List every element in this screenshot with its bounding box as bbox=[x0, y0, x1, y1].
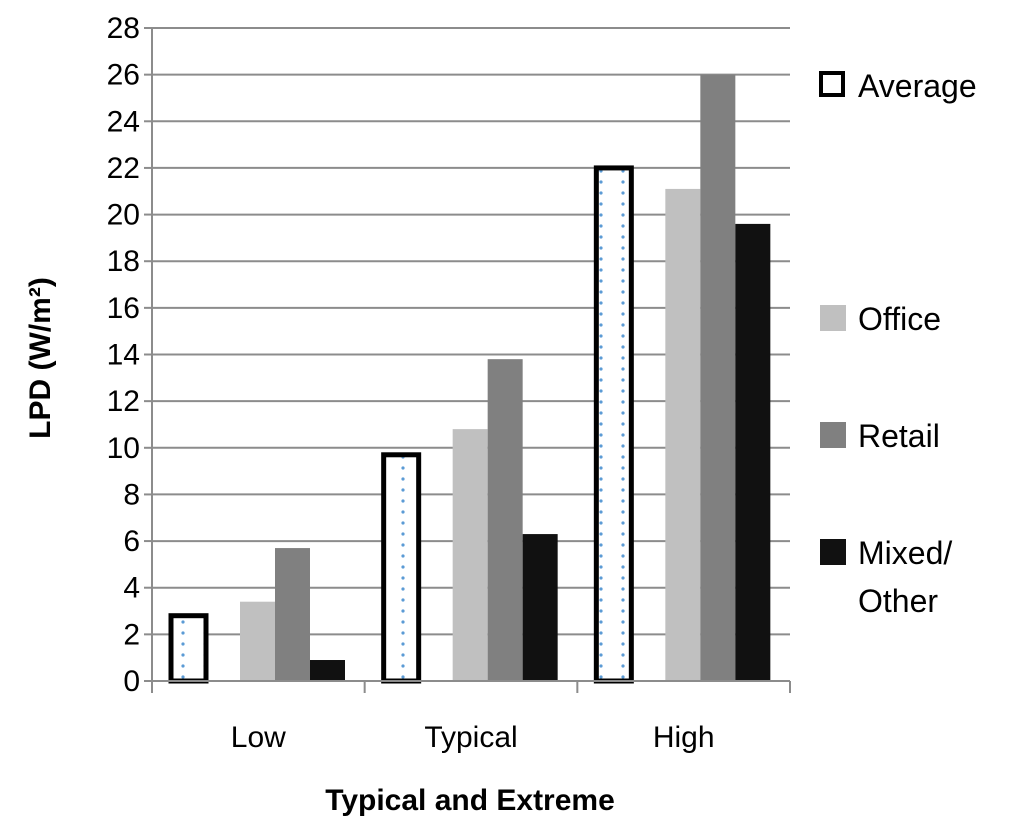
legend-swatch bbox=[820, 539, 846, 565]
y-tick-label: 20 bbox=[107, 199, 140, 232]
y-tick-label: 28 bbox=[107, 12, 140, 45]
legend-swatch-average bbox=[819, 71, 845, 97]
y-tick-label: 26 bbox=[107, 59, 140, 92]
bar-office bbox=[240, 601, 275, 681]
bar-mixed-other bbox=[522, 534, 558, 681]
y-tick-label: 10 bbox=[107, 432, 140, 465]
y-tick-label: 18 bbox=[107, 245, 140, 278]
bar-retail bbox=[700, 74, 736, 681]
x-tick-label: High bbox=[653, 721, 715, 754]
x-tick-label: Typical bbox=[424, 721, 517, 754]
y-tick-label: 6 bbox=[123, 525, 140, 558]
y-tick-label: 14 bbox=[107, 339, 140, 372]
legend-label: Retail bbox=[858, 418, 940, 454]
y-tick-label: 12 bbox=[107, 385, 140, 418]
bar-retail bbox=[487, 359, 523, 681]
legend-swatch bbox=[820, 422, 846, 448]
bar-average bbox=[593, 165, 634, 684]
y-tick-label: 8 bbox=[123, 478, 140, 511]
bar-mixed-other bbox=[735, 223, 771, 681]
legend-label: Office bbox=[858, 301, 941, 337]
bar-office bbox=[452, 429, 488, 681]
y-tick-label: 4 bbox=[123, 572, 140, 605]
y-tick-label: 22 bbox=[107, 152, 140, 185]
x-axis-title: Typical and Extreme bbox=[325, 784, 615, 817]
bar-average bbox=[381, 452, 422, 684]
bar-office bbox=[665, 188, 701, 682]
bars bbox=[168, 74, 771, 684]
y-tick-label: 24 bbox=[107, 105, 140, 138]
bar-mixed-other bbox=[310, 660, 345, 681]
y-tick-label: 16 bbox=[107, 292, 140, 325]
legend-label: Other bbox=[858, 583, 938, 619]
legend-label: Average bbox=[858, 68, 977, 104]
bar-average bbox=[168, 613, 209, 684]
y-tick-label: 2 bbox=[123, 618, 140, 651]
legend-label: Mixed/ bbox=[858, 535, 952, 571]
bar-retail bbox=[275, 548, 310, 681]
y-tick-label: 0 bbox=[123, 665, 140, 698]
axes bbox=[144, 27, 791, 693]
y-axis-title: LPD (W/m²) bbox=[24, 277, 57, 439]
legend: Average Office Retail Mixed/Other bbox=[819, 68, 977, 619]
legend-swatch bbox=[820, 305, 846, 331]
x-tick-label: Low bbox=[231, 721, 286, 754]
